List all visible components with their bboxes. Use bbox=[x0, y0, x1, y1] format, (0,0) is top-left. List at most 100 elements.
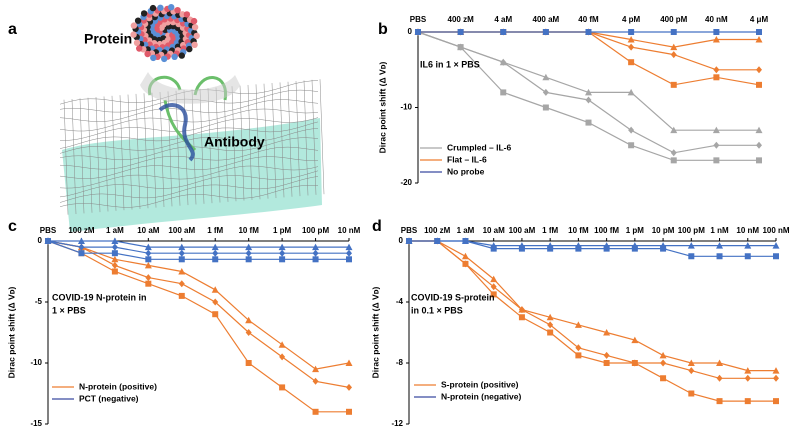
marker bbox=[575, 344, 582, 352]
marker bbox=[542, 29, 549, 35]
marker bbox=[772, 242, 780, 249]
y-tick-label: 0 bbox=[408, 27, 413, 36]
marker bbox=[111, 255, 119, 263]
marker bbox=[212, 249, 219, 257]
marker bbox=[773, 374, 779, 382]
x-tick-label: 1 aM bbox=[457, 226, 475, 235]
marker bbox=[144, 261, 152, 269]
annotation: COVID-19 S-protein bbox=[411, 292, 495, 302]
marker bbox=[547, 321, 554, 329]
marker bbox=[461, 252, 469, 260]
y-tick-label: 0 bbox=[38, 236, 43, 245]
marker bbox=[178, 249, 185, 257]
atom bbox=[168, 3, 175, 11]
legend-label: S-protein (positive) bbox=[441, 379, 519, 389]
marker bbox=[603, 329, 611, 336]
mesh-line bbox=[263, 83, 269, 199]
marker bbox=[547, 245, 554, 252]
y-tick-label: -20 bbox=[400, 178, 412, 187]
series-line bbox=[417, 31, 759, 131]
marker bbox=[312, 377, 319, 385]
marker bbox=[773, 398, 779, 405]
mesh-line bbox=[287, 81, 293, 197]
series-line bbox=[409, 240, 776, 379]
x-tick-label: 100 zM bbox=[68, 226, 95, 235]
marker bbox=[628, 29, 635, 35]
marker bbox=[712, 36, 720, 43]
marker bbox=[312, 408, 319, 415]
marker bbox=[111, 261, 118, 269]
marker bbox=[490, 245, 497, 252]
marker bbox=[178, 256, 185, 263]
mesh-line bbox=[255, 84, 261, 200]
marker bbox=[245, 249, 252, 257]
mesh-line bbox=[207, 88, 213, 204]
legend-label: Flat – IL-6 bbox=[447, 154, 487, 164]
mesh-line bbox=[247, 84, 253, 200]
x-tick-label: 4 pM bbox=[622, 15, 641, 24]
y-tick-label: -5 bbox=[35, 297, 43, 306]
marker bbox=[245, 243, 253, 251]
mesh-line bbox=[199, 88, 205, 204]
atom bbox=[178, 52, 185, 59]
marker bbox=[713, 29, 720, 35]
panel-letter: a bbox=[8, 21, 17, 38]
marker bbox=[500, 89, 507, 96]
marker bbox=[713, 141, 720, 149]
marker bbox=[145, 249, 152, 257]
atom bbox=[149, 4, 157, 12]
marker bbox=[660, 245, 667, 252]
atom bbox=[130, 31, 137, 38]
marker bbox=[542, 88, 549, 96]
x-tick-label: 400 pM bbox=[660, 15, 687, 24]
x-tick-label: 10 pM bbox=[652, 226, 675, 235]
x-tick-label: 10 nM bbox=[338, 226, 361, 235]
annotation: IL6 in 1 × PBS bbox=[420, 59, 480, 69]
marker bbox=[585, 96, 592, 104]
marker bbox=[346, 383, 352, 391]
marker bbox=[627, 36, 635, 43]
marker bbox=[756, 81, 762, 88]
marker bbox=[111, 268, 118, 275]
marker bbox=[111, 250, 118, 257]
marker bbox=[756, 141, 762, 149]
marker bbox=[345, 243, 353, 251]
atom bbox=[191, 24, 199, 31]
marker bbox=[312, 243, 320, 251]
marker bbox=[312, 256, 319, 263]
marker bbox=[434, 238, 441, 244]
marker bbox=[755, 36, 763, 43]
panel-letter: d bbox=[372, 218, 382, 235]
graphene-mesh bbox=[59, 79, 325, 215]
mesh-line bbox=[59, 170, 319, 198]
annotation: in 0.1 × PBS bbox=[411, 305, 463, 315]
marker bbox=[542, 73, 550, 81]
atom bbox=[136, 45, 143, 52]
marker bbox=[542, 104, 549, 111]
y-tick-label: 0 bbox=[399, 236, 404, 245]
x-tick-label: PBS bbox=[40, 226, 57, 235]
marker bbox=[212, 298, 219, 306]
marker bbox=[631, 245, 638, 252]
mesh-line bbox=[59, 99, 319, 122]
marker bbox=[212, 256, 219, 263]
mesh-line bbox=[119, 95, 125, 211]
x-tick-label: PBS bbox=[401, 226, 418, 235]
marker bbox=[716, 374, 723, 382]
x-tick-label: 40 fM bbox=[578, 15, 599, 24]
x-tick-label: 100 nM bbox=[762, 226, 789, 235]
mesh-line bbox=[103, 96, 109, 212]
legend-label: N-protein (negative) bbox=[441, 391, 521, 401]
marker bbox=[773, 253, 779, 260]
y-tick-label: -10 bbox=[30, 358, 42, 367]
marker bbox=[500, 58, 507, 66]
protein-cluster bbox=[130, 3, 200, 63]
atom bbox=[191, 41, 198, 48]
marker bbox=[713, 157, 720, 164]
marker bbox=[603, 245, 610, 252]
marker bbox=[687, 242, 695, 249]
mesh-line bbox=[279, 82, 285, 198]
marker bbox=[145, 274, 152, 282]
mesh-line bbox=[223, 86, 229, 202]
